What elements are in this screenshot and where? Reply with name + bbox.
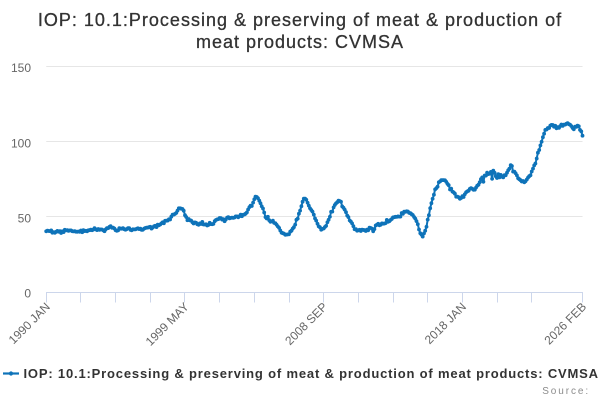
- svg-text:IOP: 10.1:Processing & preserv: IOP: 10.1:Processing & preserving of mea…: [38, 10, 562, 30]
- svg-text:150: 150: [11, 61, 31, 75]
- svg-text:100: 100: [11, 136, 31, 150]
- svg-text:Source:: Source:: [542, 386, 590, 397]
- svg-text:0: 0: [24, 287, 31, 301]
- svg-text:IOP: 10.1:Processing & preserv: IOP: 10.1:Processing & preserving of mea…: [24, 366, 599, 381]
- svg-text:50: 50: [18, 212, 32, 226]
- svg-text:meat products: CVMSA: meat products: CVMSA: [196, 32, 404, 52]
